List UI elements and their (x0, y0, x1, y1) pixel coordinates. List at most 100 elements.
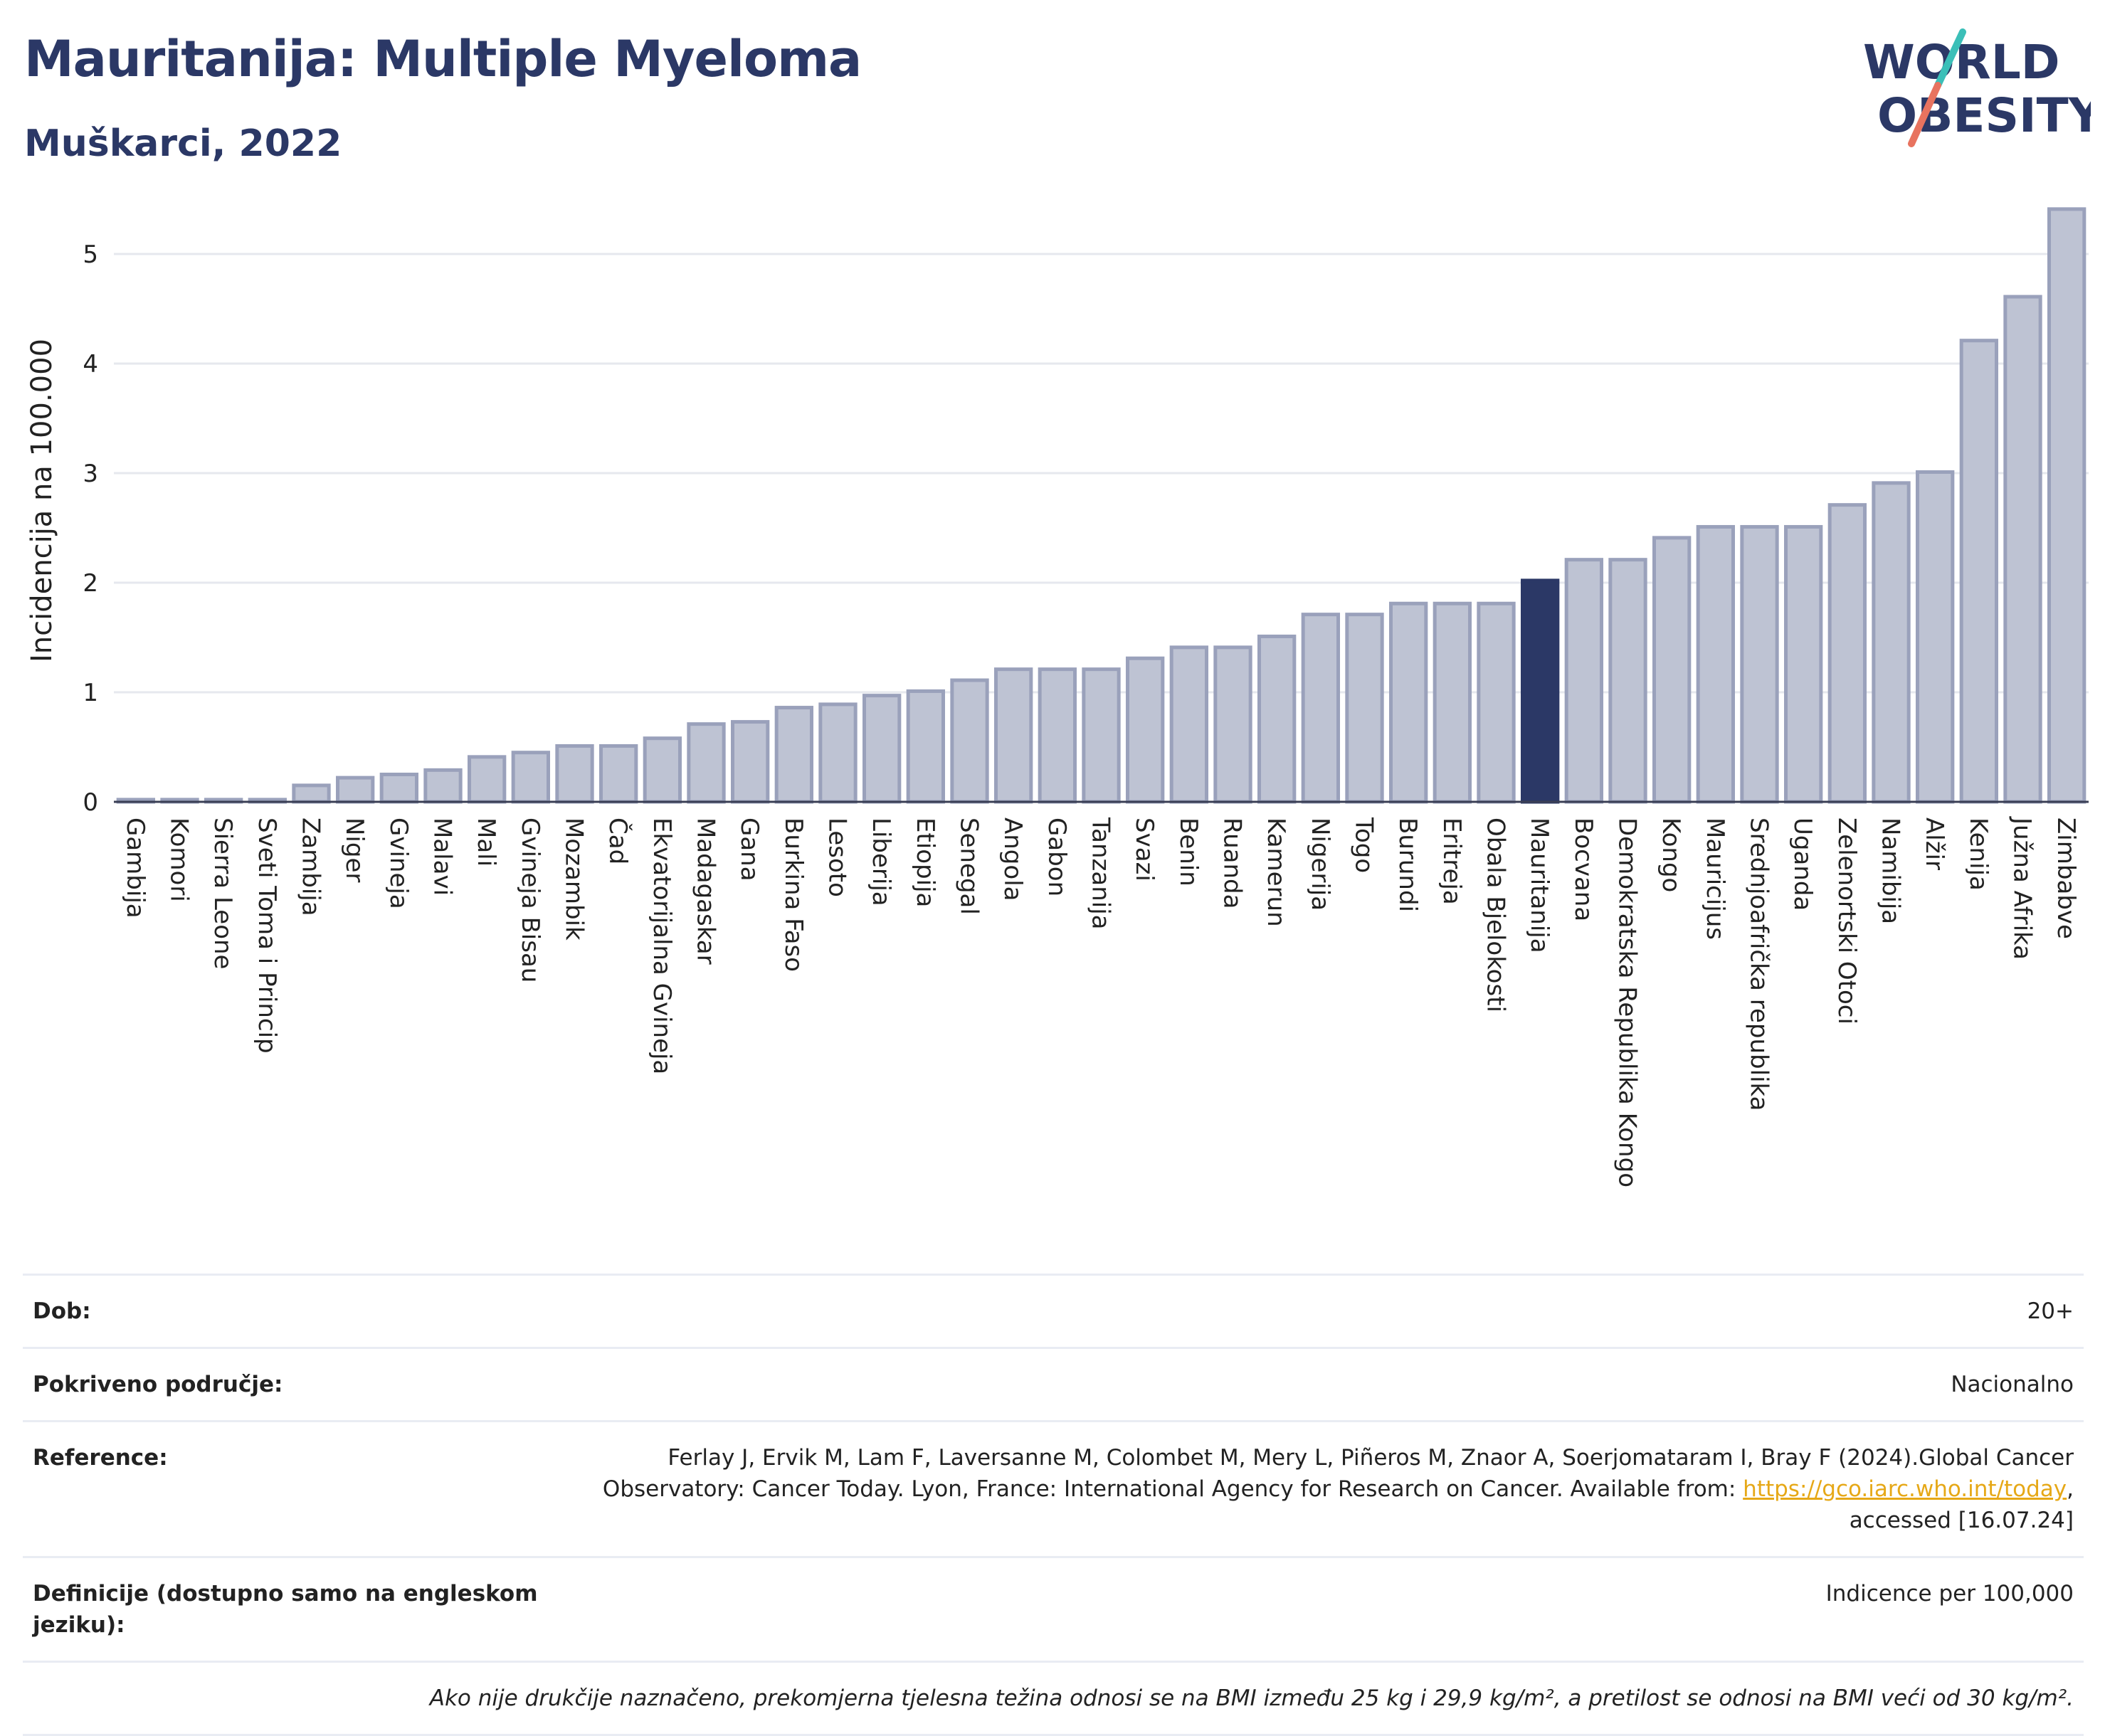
world-obesity-logo: WORLD OBESITY (1863, 28, 2091, 147)
x-tick-label: Kenija (1964, 817, 1993, 891)
x-tick-label: Liberija (867, 817, 895, 906)
y-axis-ticks: 0 1 2 3 4 5 (83, 240, 98, 817)
info-table: Dob: 20+ Pokriveno područje: Nacionalno … (23, 1274, 2084, 1736)
age-value: 20+ (2027, 1298, 2074, 1324)
bar-burkina-faso (774, 706, 813, 804)
bar-zimbabve (2047, 207, 2086, 804)
x-tick-label: Benin (1174, 817, 1203, 886)
y-axis-label: Incidencija na 100.000 (26, 339, 58, 662)
x-tick-label: Čad (603, 817, 633, 864)
x-tick-label: Eritreja (1437, 817, 1466, 905)
bar-zambija (292, 783, 331, 804)
bar-angola (994, 667, 1033, 804)
x-tick-label: Mauricijus (1701, 817, 1729, 940)
x-tick-label: Obala Bjelokosti (1482, 817, 1510, 1012)
bar-senegal (950, 678, 989, 804)
x-tick-label: Burundi (1393, 817, 1422, 912)
bar-chart: 0 1 2 3 4 5 Gambija Komori Sierra Leone Sveti To… (26, 207, 2089, 1187)
bar-demokratska-republika-kongo (1608, 558, 1647, 804)
bar-zelenortski-otoci (1827, 503, 1867, 804)
x-tick-label: Niger (340, 817, 369, 882)
x-tick-label: Ekvatorijalna Gvineja (648, 817, 676, 1074)
page-title: Mauritanija: Multiple Myeloma (24, 30, 862, 88)
logo-slash-teal (1934, 28, 1966, 89)
x-tick-label: Srednjoafrička republika (1745, 817, 1773, 1111)
bar-madagaskar (687, 722, 726, 804)
bar-togo (1345, 613, 1384, 804)
bar-niger (336, 776, 375, 804)
bar-nigerija (1301, 613, 1340, 804)
reference-label: Reference: (33, 1445, 168, 1471)
bar-bocvana (1564, 558, 1604, 804)
x-tick-label: Mali (472, 817, 500, 867)
bar-svazi (1126, 656, 1165, 804)
bar-ekvatorijalna-gvineja (643, 736, 682, 804)
x-tick-label: Togo (1350, 817, 1378, 873)
bar-gabon (1038, 667, 1077, 804)
bar-južna-afrika (2003, 295, 2042, 804)
bar-gvineja-bisau (511, 751, 551, 804)
bar-gana (731, 720, 770, 804)
bar-uganda (1784, 524, 1823, 804)
x-tick-label: Sierra Leone (209, 817, 237, 969)
x-tick-label: Kongo (1657, 817, 1685, 892)
bar-mauritanija (1521, 578, 1560, 804)
info-row-age: Dob: 20+ (23, 1274, 2084, 1347)
x-tick-label: Gabon (1043, 817, 1071, 896)
x-tick-label: Namibija (1877, 817, 1905, 924)
logo-slash-coral (1908, 82, 1941, 147)
x-tick-label: Demokratska Republika Kongo (1613, 817, 1642, 1187)
x-tick-label: Sveti Toma i Princip (253, 817, 281, 1054)
x-tick-label: Madagaskar (692, 817, 720, 965)
bar-kongo (1652, 536, 1692, 804)
x-tick-label: Zambija (297, 817, 325, 916)
bar-srednjoafrička-republika (1740, 524, 1779, 804)
logo-line1: WORLD (1863, 35, 2060, 90)
bar-liberija (862, 694, 902, 804)
x-tick-label: Alžir (1920, 817, 1948, 870)
bar-benin (1169, 645, 1208, 804)
bar-mauricijus (1696, 524, 1736, 804)
coverage-label: Pokriveno područje: (33, 1372, 283, 1397)
y-tick-label: 2 (83, 569, 98, 598)
footnote: Ako nije drukčije naznačeno, prekomjerna… (429, 1685, 2074, 1711)
x-axis-ticks: Gambija Komori Sierra Leone Sveti Toma i Pr… (121, 816, 2080, 1187)
reference-link[interactable]: https://gco.iarc.who.int/today (1743, 1476, 2067, 1502)
bar-burundi (1389, 601, 1428, 804)
x-tick-label: Bocvana (1569, 817, 1598, 921)
coverage-value: Nacionalno (1951, 1372, 2074, 1397)
info-row-definitions: Definicije (dostupno samo na engleskom j… (23, 1556, 2084, 1661)
page-subtitle: Muškarci, 2022 (24, 122, 342, 165)
x-tick-label: Gana (735, 817, 764, 882)
x-tick-label: Lesoto (823, 817, 852, 897)
x-tick-label: Ruanda (1218, 817, 1247, 909)
definitions-value: Indicence per 100,000 (1825, 1581, 2074, 1607)
x-tick-label: Južna Afrika (2008, 816, 2037, 960)
bar-lesoto (818, 702, 858, 804)
reference-text-4: accessed [16.07.24] (1849, 1508, 2074, 1533)
x-tick-label: Nigerija (1306, 817, 1334, 911)
info-row-coverage: Pokriveno područje: Nacionalno (23, 1347, 2084, 1420)
bar-gvineja (379, 773, 419, 804)
info-row-reference: Reference: Ferlay J, Ervik M, Lam F, Lav… (23, 1420, 2084, 1556)
x-tick-label: Angola (998, 817, 1027, 901)
y-tick-label: 4 (83, 350, 98, 379)
bar-eritreja (1433, 601, 1472, 804)
bar-čad (599, 743, 638, 804)
x-tick-label: Malavi (428, 817, 457, 896)
y-tick-label: 5 (83, 240, 98, 269)
info-row-footnote: Ako nije drukčije naznačeno, prekomjerna… (23, 1661, 2084, 1736)
bar-kamerun (1257, 634, 1297, 804)
bar-kenija (1959, 339, 1999, 804)
reference-text-1: Ferlay J, Ervik M, Lam F, Laversanne M, … (668, 1445, 2074, 1471)
x-tick-label: Zelenortski Otoci (1832, 817, 1861, 1025)
x-tick-label: Mauritanija (1525, 817, 1553, 953)
reference-value: Ferlay J, Ervik M, Lam F, Laversanne M, … (603, 1442, 2074, 1536)
x-tick-label: Mozambik (560, 817, 589, 941)
bar-etiopija (906, 689, 945, 804)
bar-alžir (1916, 470, 1955, 804)
y-tick-label: 0 (83, 788, 98, 817)
x-tick-label: Burkina Faso (779, 817, 808, 972)
x-tick-label: Gvineja (384, 817, 413, 909)
x-tick-label: Kamerun (1262, 817, 1290, 927)
